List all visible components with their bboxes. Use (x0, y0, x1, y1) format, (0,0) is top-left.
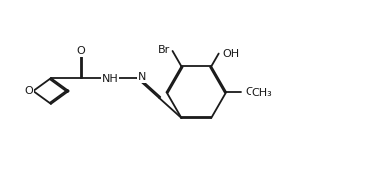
Text: OH: OH (223, 49, 240, 59)
Text: Br: Br (158, 46, 170, 56)
Text: NH: NH (102, 74, 119, 84)
Text: CH₃: CH₃ (251, 88, 272, 98)
Text: N: N (138, 72, 146, 82)
Text: O: O (25, 86, 33, 96)
Text: O: O (77, 46, 86, 56)
Text: O: O (245, 87, 254, 97)
